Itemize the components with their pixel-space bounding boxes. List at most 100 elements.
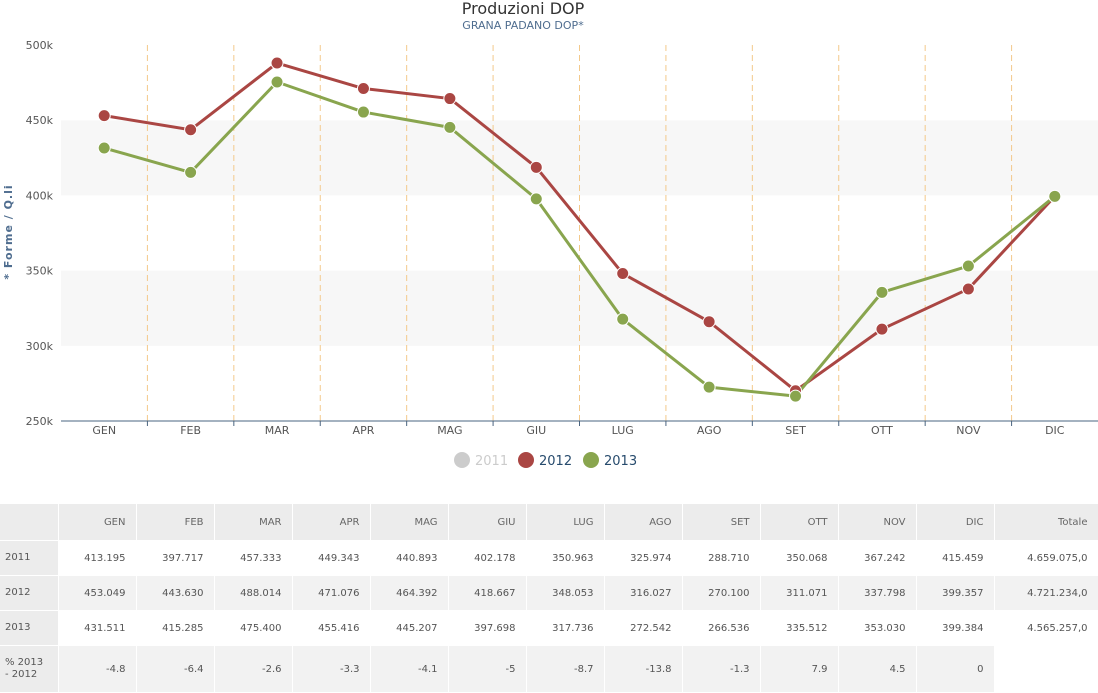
- chart-container: Produzioni DOP GRANA PADANO DOP* * Forme…: [2, 0, 1098, 469]
- data-point-2013[interactable]: [443, 120, 457, 134]
- table-row: 2011 413.195 397.717 457.333 449.343 440.893 4…: [0, 540, 1098, 576]
- x-tick-label: GIU: [526, 424, 546, 437]
- table-cell: 455.416: [292, 610, 371, 646]
- legend-item-2011[interactable]: 2011: [454, 452, 508, 469]
- table-cell: -6.4: [136, 645, 215, 693]
- data-point-2012[interactable]: [184, 123, 198, 137]
- table-row: 2012 453.049 443.630 488.014 471.076 464.392 4…: [0, 575, 1098, 611]
- column-header: SET: [682, 504, 761, 541]
- y-tick-label: 350k: [26, 265, 54, 278]
- table-corner: [0, 504, 59, 541]
- data-point-2012[interactable]: [616, 267, 630, 281]
- table-cell: 475.400: [214, 610, 293, 646]
- data-point-2012[interactable]: [529, 160, 543, 174]
- table-cell: -5: [448, 645, 527, 693]
- legend-marker: [518, 452, 534, 468]
- table-cell: 311.071: [760, 575, 839, 611]
- data-point-2013[interactable]: [97, 141, 111, 155]
- column-header: MAG: [370, 504, 449, 541]
- legend-item-2013[interactable]: 2013: [583, 452, 637, 469]
- legend-marker: [583, 452, 599, 468]
- table-cell: 457.333: [214, 540, 293, 576]
- chart-subtitle: GRANA PADANO DOP*: [462, 19, 584, 32]
- x-tick-label: FEB: [180, 424, 201, 437]
- table-cell: 0: [916, 645, 995, 693]
- legend-label: 2013: [604, 454, 637, 469]
- legend-marker: [454, 452, 470, 468]
- legend-item-2012[interactable]: 2012: [518, 452, 572, 469]
- data-table: GEN FEB MAR APR MAG GIU LUG AGO SET OTT NOV DIC Tota…: [0, 504, 1098, 693]
- y-tick-label: 500k: [26, 39, 54, 52]
- data-point-2012[interactable]: [702, 315, 716, 329]
- series-line-2012: [103, 61, 1056, 393]
- table-cell: -4.8: [58, 645, 137, 693]
- table-cell: 270.100: [682, 575, 761, 611]
- table-cell: 335.512: [760, 610, 839, 646]
- table-cell: 325.974: [604, 540, 683, 576]
- table-row: 2013 431.511 415.285 475.400 455.416 445.207 3…: [0, 610, 1098, 646]
- table-cell: 471.076: [292, 575, 371, 611]
- column-header: OTT: [760, 504, 839, 541]
- table-cell: -3.3: [292, 645, 371, 693]
- row-header: % 2013 - 2012: [0, 645, 59, 693]
- column-header: APR: [292, 504, 371, 541]
- table-cell: -2.6: [214, 645, 293, 693]
- data-point-2013[interactable]: [270, 75, 284, 89]
- table-cell: 415.459: [916, 540, 995, 576]
- row-header: 2013: [0, 610, 59, 646]
- data-point-2012[interactable]: [356, 82, 370, 96]
- data-point-2013[interactable]: [875, 285, 889, 299]
- y-tick-label: 250k: [26, 415, 54, 428]
- table-cell: 453.049: [58, 575, 137, 611]
- y-tick-label: 450k: [26, 114, 54, 127]
- data-point-2013[interactable]: [529, 192, 543, 206]
- table-cell: 288.710: [682, 540, 761, 576]
- data-point-2013[interactable]: [702, 380, 716, 394]
- data-point-2013[interactable]: [1048, 189, 1062, 203]
- table-cell: 4.659.075,0: [994, 540, 1098, 576]
- table-cell: 402.178: [448, 540, 527, 576]
- column-header: GIU: [448, 504, 527, 541]
- data-point-2012[interactable]: [875, 322, 889, 336]
- data-point-2012[interactable]: [443, 92, 457, 106]
- x-tick-label: NOV: [956, 424, 981, 437]
- y-axis-label: * Forme / Q.li: [2, 184, 15, 279]
- table-cell: 367.242: [838, 540, 917, 576]
- y-tick-label: 300k: [26, 340, 54, 353]
- table-cell: -8.7: [526, 645, 605, 693]
- table-cell: 399.357: [916, 575, 995, 611]
- table-cell: -4.1: [370, 645, 449, 693]
- table-cell: 397.698: [448, 610, 527, 646]
- table-cell: 397.717: [136, 540, 215, 576]
- row-header: 2012: [0, 575, 59, 611]
- table-cell: 399.384: [916, 610, 995, 646]
- legend-label: 2011: [475, 454, 508, 469]
- data-point-2012[interactable]: [270, 56, 284, 70]
- data-point-2013[interactable]: [789, 389, 803, 403]
- data-point-2012[interactable]: [961, 282, 975, 296]
- table-cell: 445.207: [370, 610, 449, 646]
- table-cell: 4.5: [838, 645, 917, 693]
- data-point-2013[interactable]: [356, 105, 370, 119]
- table-cell: 413.195: [58, 540, 137, 576]
- data-point-2013[interactable]: [961, 259, 975, 273]
- column-header: AGO: [604, 504, 683, 541]
- table-cell: 4.721.234,0: [994, 575, 1098, 611]
- x-tick-label: OTT: [871, 424, 893, 437]
- data-point-2013[interactable]: [184, 165, 198, 179]
- data-point-2012[interactable]: [97, 109, 111, 123]
- data-point-2013[interactable]: [616, 312, 630, 326]
- series-line-2013: [103, 80, 1056, 398]
- x-tick-label: MAR: [265, 424, 290, 437]
- table-cell: 337.798: [838, 575, 917, 611]
- chart-title: Produzioni DOP: [462, 0, 585, 18]
- table-cell: 316.027: [604, 575, 683, 611]
- table-cell: [994, 645, 1098, 693]
- table-header-row: GEN FEB MAR APR MAG GIU LUG AGO SET OTT NOV DIC Tota…: [0, 504, 1098, 541]
- column-header: GEN: [58, 504, 137, 541]
- x-tick-label: APR: [353, 424, 375, 437]
- column-header: NOV: [838, 504, 917, 541]
- table-cell: 348.053: [526, 575, 605, 611]
- table-cell: -13.8: [604, 645, 683, 693]
- table-cell: 272.542: [604, 610, 683, 646]
